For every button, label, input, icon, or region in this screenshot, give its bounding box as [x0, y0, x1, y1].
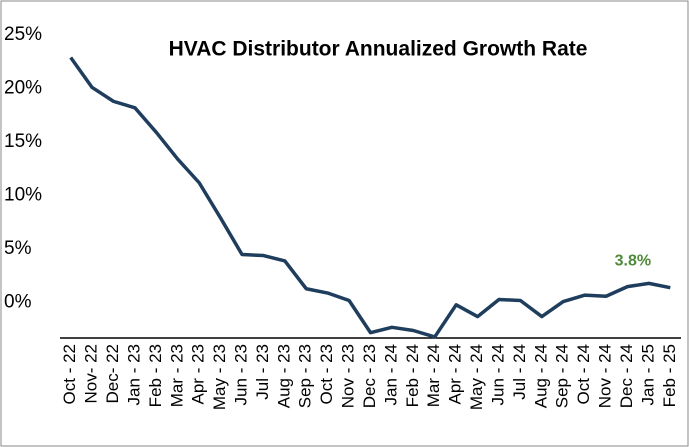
x-tick-label: Jul - 23: [253, 344, 272, 400]
x-tick-label: Mar - 24: [424, 344, 443, 407]
y-tick-label: 10%: [4, 185, 42, 206]
x-tick-label: May - 23: [210, 344, 229, 410]
y-tick-label: 20%: [4, 78, 42, 99]
x-tick-label: Apr - 24: [446, 344, 465, 404]
x-tick-label: Oct - 24: [574, 344, 593, 404]
x-tick-label: Feb - 25: [660, 344, 679, 407]
line: [69, 56, 671, 339]
x-tick-label: Jan - 25: [638, 344, 657, 405]
x-tick-label: Jun - 23: [232, 344, 251, 405]
x-tick-label: Jun - 24: [488, 344, 507, 405]
x-tick-label: Nov- 22: [82, 344, 101, 404]
chart-title: HVAC Distributor Annualized Growth Rate: [169, 38, 588, 61]
x-tick-label: Jan - 24: [381, 344, 400, 405]
annotation: 3.8%: [615, 253, 651, 270]
x-tick-label: Jul - 24: [510, 344, 529, 400]
x-tick-label: Oct - 23: [317, 344, 336, 404]
y-tick-label: 15%: [4, 131, 42, 152]
x-tick-label: Feb - 23: [146, 344, 165, 407]
x-tick-label: Feb - 24: [403, 344, 422, 407]
x-tick-label: Sep - 24: [553, 344, 572, 408]
x-tick-label: Aug - 24: [531, 344, 550, 408]
x-tick-label: Dec - 23: [360, 344, 379, 408]
x-tick-label: Nov - 23: [339, 344, 358, 408]
y-tick-label: 5%: [4, 238, 32, 259]
x-tick-label: Apr - 23: [189, 344, 208, 404]
x-tick-label: Jan - 23: [124, 344, 143, 405]
x-tick-label: Mar - 23: [167, 344, 186, 407]
x-tick-label: Oct - 22: [60, 344, 79, 404]
x-tick-label: Dec - 24: [617, 344, 636, 408]
x-tick-label: Nov - 24: [596, 344, 615, 408]
x-tick-label: May - 24: [467, 344, 486, 410]
x-tick-label: Aug - 23: [274, 344, 293, 408]
y-tick-label: 0%: [4, 292, 32, 313]
x-tick-label: Sep - 23: [296, 344, 315, 408]
y-tick-label: 25%: [4, 24, 42, 45]
x-tick-label: Dec- 22: [103, 344, 122, 404]
